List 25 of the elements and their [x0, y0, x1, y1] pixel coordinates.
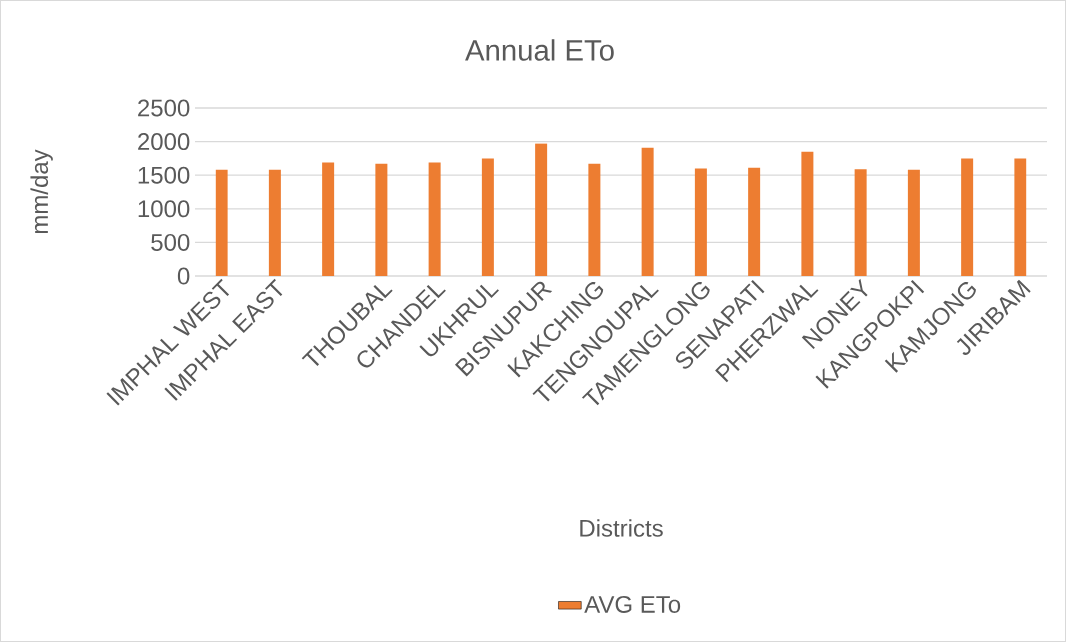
- y-tick-label: 2000: [138, 133, 190, 151]
- bar: [215, 169, 228, 277]
- y-tick-label: 500: [151, 233, 190, 251]
- bar: [641, 147, 654, 277]
- y-axis-title: mm/day: [30, 149, 53, 234]
- legend-label: AVG ETo: [584, 595, 681, 613]
- bar: [588, 163, 601, 277]
- x-axis-title: Districts: [580, 519, 663, 537]
- bar: [694, 168, 707, 277]
- bar: [961, 158, 974, 277]
- y-tick-label: 1500: [138, 166, 190, 184]
- bar: [535, 143, 548, 277]
- chart-title: Annual ETo: [465, 39, 614, 61]
- bar: [428, 162, 441, 277]
- bar: [907, 169, 920, 277]
- bar: [268, 169, 281, 277]
- bar: [375, 163, 388, 277]
- bar: [748, 167, 761, 277]
- bar: [1014, 158, 1027, 277]
- bar: [322, 162, 335, 277]
- y-tick-label: 2500: [138, 99, 190, 117]
- y-tick-label: 1000: [138, 200, 190, 218]
- bar: [801, 151, 814, 277]
- bar: [481, 158, 494, 277]
- bar: [854, 169, 867, 277]
